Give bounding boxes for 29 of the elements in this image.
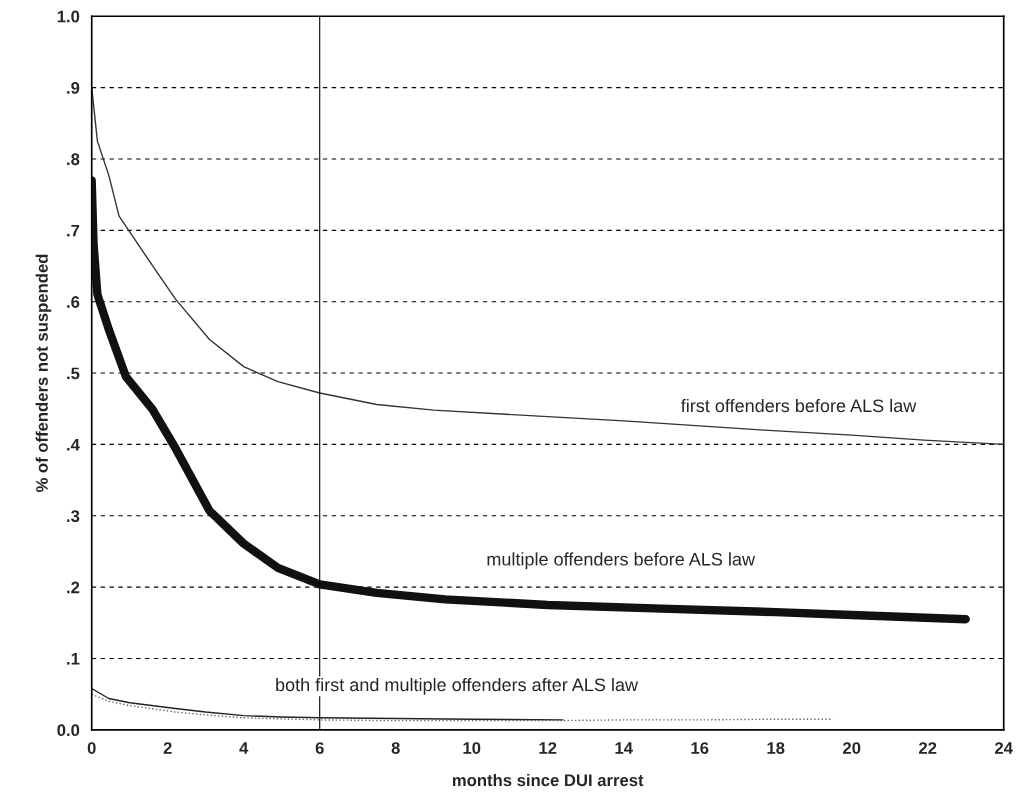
- annotation: first offenders before ALS law: [681, 398, 917, 413]
- x-tick-label: 20: [843, 742, 861, 754]
- annotation: both first and multiple offenders after ALS law: [276, 677, 639, 695]
- y-tick-label: .3: [67, 510, 80, 523]
- x-tick-label: 22: [919, 742, 937, 754]
- x-tick-label: 14: [615, 742, 633, 754]
- x-tick-label: 18: [767, 742, 785, 754]
- y-tick-label: 1.0: [57, 10, 80, 23]
- x-tick-label: 8: [391, 742, 400, 754]
- x-tick-label: 24: [995, 742, 1013, 754]
- x-tick-label: 0: [87, 742, 96, 754]
- y-tick-label: .4: [67, 439, 80, 451]
- x-tick-label: 4: [239, 742, 249, 754]
- x-tick-label: 6: [315, 742, 324, 754]
- y-tick-label: .2: [67, 581, 80, 594]
- x-tick-label: 12: [539, 742, 557, 754]
- annotation: multiple offenders before ALS law: [487, 552, 756, 570]
- x-tick-label: 2: [163, 742, 172, 754]
- y-axis-title: % of offenders not suspended: [35, 254, 52, 493]
- y-tick-label: .8: [67, 153, 80, 166]
- y-tick-label: .6: [67, 296, 80, 308]
- x-tick-label: 16: [691, 742, 709, 754]
- x-axis-title: months since DUI arrest: [452, 773, 644, 787]
- y-tick-label: 0.0: [57, 724, 80, 737]
- y-tick-label: .5: [67, 367, 80, 380]
- y-tick-label: .1: [67, 653, 80, 665]
- x-tick-label: 10: [463, 742, 481, 754]
- y-tick-label: .9: [67, 81, 80, 94]
- y-tick-label: .7: [67, 224, 80, 237]
